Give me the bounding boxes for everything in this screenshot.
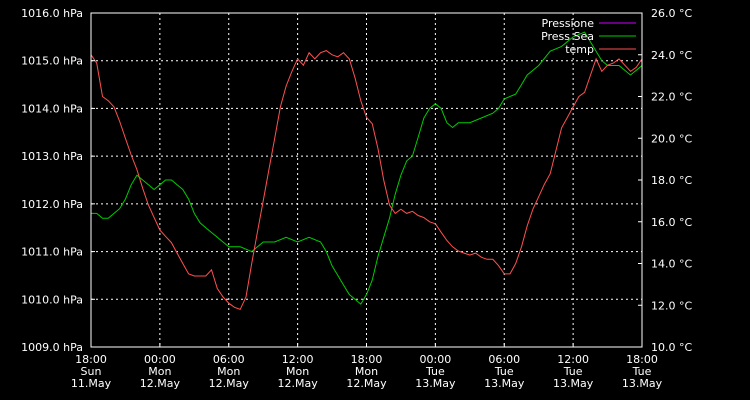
left-tick-label: 1010.0 hPa [21, 293, 83, 306]
x-tick-label: Mon [217, 365, 240, 378]
x-tick-label: 11.May [71, 377, 112, 390]
x-axis-ticks: 18:00Sun11.May00:00Mon12.May06:00Mon12.M… [71, 343, 663, 390]
x-tick-label: Mon [148, 365, 171, 378]
right-tick-label: 12.0 °C [651, 299, 692, 312]
x-tick-label: Tue [494, 365, 514, 378]
x-tick-label: 13.May [415, 377, 456, 390]
right-tick-label: 22.0 °C [651, 91, 692, 104]
x-tick-label: 12:00 [282, 353, 314, 366]
x-tick-label: 13.May [622, 377, 663, 390]
series-lines [90, 31, 643, 311]
x-tick-label: Mon [286, 365, 309, 378]
series-line-temp [90, 50, 643, 311]
right-tick-label: 14.0 °C [651, 258, 692, 271]
x-tick-label: 12.May [346, 377, 387, 390]
left-tick-label: 1013.0 hPa [21, 150, 83, 163]
right-tick-label: 16.0 °C [651, 216, 692, 229]
x-tick-label: Mon [355, 365, 378, 378]
right-tick-label: 18.0 °C [651, 174, 692, 187]
legend-label: temp [565, 43, 594, 56]
x-tick-label: 06:00 [213, 353, 245, 366]
left-tick-label: 1015.0 hPa [21, 55, 83, 68]
right-tick-label: 20.0 °C [651, 132, 692, 145]
series-line-press-sea [91, 31, 643, 305]
x-tick-label: 12.May [209, 377, 250, 390]
right-tick-label: 26.0 °C [651, 7, 692, 20]
x-tick-label: 12.May [278, 377, 319, 390]
left-tick-label: 1012.0 hPa [21, 198, 83, 211]
legend-label: Press Sea [541, 30, 594, 43]
x-tick-label: 12:00 [557, 353, 589, 366]
x-tick-label: Tue [563, 365, 583, 378]
x-tick-label: 18:00 [626, 353, 658, 366]
x-tick-label: Sun [81, 365, 102, 378]
x-tick-label: Tue [632, 365, 652, 378]
left-tick-label: 1014.0 hPa [21, 102, 83, 115]
right-tick-label: 10.0 °C [651, 341, 692, 354]
x-tick-label: Tue [425, 365, 445, 378]
x-tick-label: 13.May [484, 377, 525, 390]
x-tick-label: 06:00 [488, 353, 520, 366]
x-tick-label: 12.May [140, 377, 181, 390]
left-tick-label: 1011.0 hPa [21, 246, 83, 259]
right-tick-label: 24.0 °C [651, 49, 692, 62]
left-axis-ticks: 1009.0 hPa 1010.0 hPa 1011.0 hPa 1012.0 hPa… [21, 7, 95, 354]
x-tick-label: 13.May [553, 377, 594, 390]
x-tick-label: 18:00 [351, 353, 383, 366]
left-tick-label: 1009.0 hPa [21, 341, 83, 354]
grid-lines [91, 13, 642, 347]
legend-label: Pressione [542, 17, 595, 30]
x-tick-label: 00:00 [144, 353, 176, 366]
left-tick-label: 1016.0 hPa [21, 7, 83, 20]
x-tick-label: 18:00 [75, 353, 107, 366]
right-axis-ticks: 10.0 °C 12.0 °C 14.0 °C 16.0 °C 18.0 °C 20.0 … [638, 7, 692, 354]
x-tick-label: 00:00 [420, 353, 452, 366]
